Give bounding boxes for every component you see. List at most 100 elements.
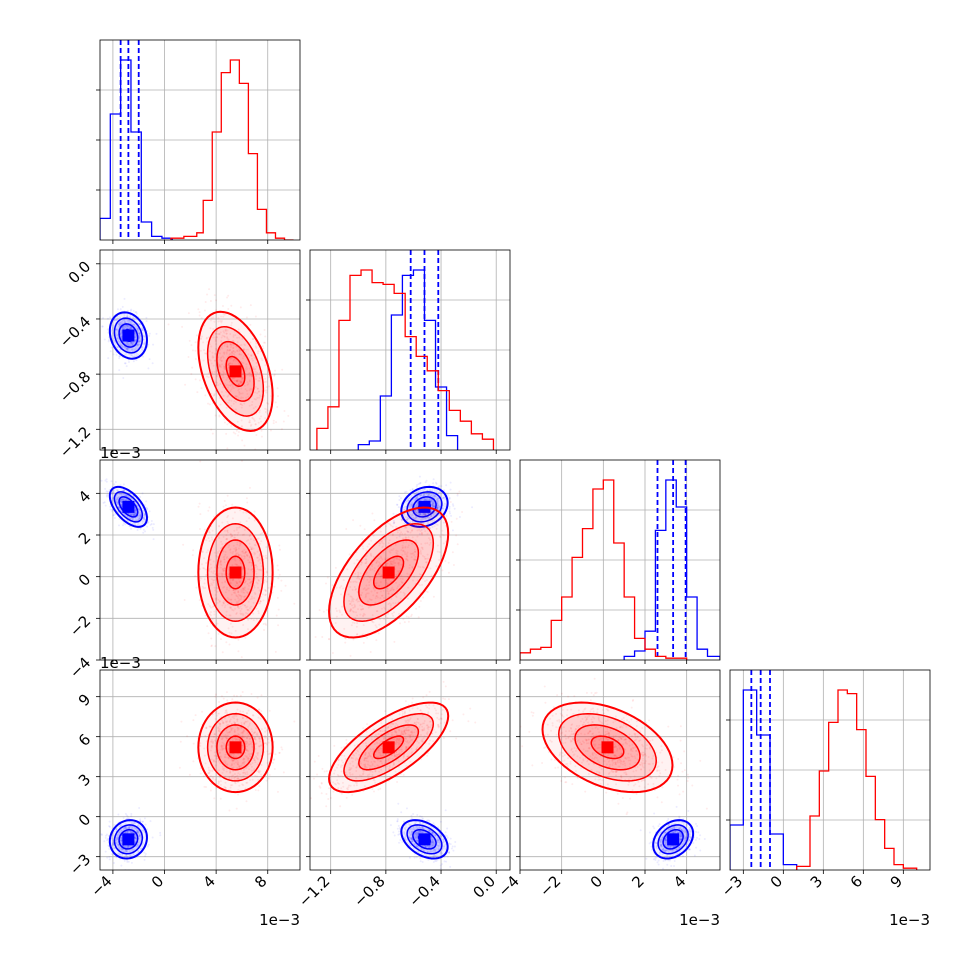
panel-2-2 bbox=[516, 459, 721, 664]
scatter-point bbox=[237, 554, 240, 557]
scatter-point bbox=[134, 841, 137, 844]
panel-2-0 bbox=[96, 459, 301, 664]
scatter-point bbox=[226, 345, 229, 348]
scatter-point bbox=[395, 557, 398, 560]
scatter-point bbox=[232, 347, 235, 350]
scatter-point bbox=[212, 572, 215, 575]
scatter-point bbox=[126, 347, 129, 350]
scatter-point bbox=[413, 559, 416, 562]
scatter-point bbox=[393, 558, 396, 561]
scatter-point bbox=[234, 563, 237, 566]
scatter-point bbox=[123, 497, 126, 500]
scatter-point bbox=[124, 321, 127, 324]
scatter-point bbox=[135, 512, 138, 515]
scatter-point bbox=[133, 347, 136, 350]
panel-frame bbox=[309, 459, 511, 661]
scatter-point bbox=[344, 637, 347, 640]
scatter-point bbox=[118, 341, 121, 344]
scatter-point bbox=[139, 496, 142, 499]
scatter-point bbox=[133, 512, 136, 515]
scatter-point bbox=[411, 566, 414, 569]
scatter-point bbox=[235, 528, 238, 531]
scatter-point bbox=[130, 341, 133, 344]
scatter-point bbox=[254, 564, 257, 567]
scatter-point bbox=[422, 494, 425, 497]
scatter-point bbox=[132, 309, 135, 312]
scatter-point bbox=[371, 512, 374, 515]
scatter-point bbox=[375, 561, 378, 564]
scatter-point bbox=[226, 596, 229, 599]
scatter-point bbox=[410, 505, 413, 508]
scatter-point bbox=[403, 513, 406, 516]
scatter-point bbox=[422, 513, 425, 516]
scatter-point bbox=[218, 333, 221, 336]
scatter-point bbox=[127, 512, 130, 515]
scatter-point bbox=[256, 392, 259, 395]
scatter-point bbox=[254, 405, 257, 408]
scatter-point bbox=[216, 556, 219, 559]
scatter-point bbox=[229, 578, 232, 581]
scatter-point bbox=[382, 545, 385, 548]
scatter-point bbox=[231, 377, 234, 380]
scatter-point bbox=[132, 323, 135, 326]
scatter-point bbox=[264, 341, 267, 344]
scatter-point bbox=[215, 336, 218, 339]
scatter-point bbox=[119, 323, 122, 326]
scatter-point bbox=[423, 527, 426, 530]
scatter-point bbox=[237, 650, 240, 653]
scatter-point bbox=[240, 381, 243, 384]
scatter-point bbox=[245, 511, 248, 514]
scatter-point bbox=[349, 602, 352, 605]
scatter-point bbox=[218, 365, 221, 368]
scatter-point bbox=[249, 304, 252, 307]
scatter-point bbox=[238, 390, 241, 393]
scatter-point bbox=[247, 559, 250, 562]
scatter-point bbox=[232, 343, 235, 346]
scatter-point bbox=[375, 626, 378, 629]
scatter-point bbox=[427, 537, 430, 540]
scatter-point bbox=[380, 540, 383, 543]
scatter-point bbox=[96, 314, 98, 316]
scatter-point bbox=[222, 374, 225, 377]
scatter-point bbox=[108, 825, 111, 828]
scatter-point bbox=[386, 588, 389, 591]
scatter-point bbox=[396, 585, 399, 588]
scatter-point bbox=[229, 581, 232, 584]
scatter-point bbox=[352, 638, 355, 641]
scatter-point bbox=[229, 384, 232, 387]
scatter-point bbox=[239, 306, 242, 309]
scatter-point bbox=[123, 297, 126, 300]
scatter-point bbox=[399, 532, 402, 535]
scatter-point bbox=[431, 526, 434, 529]
scatter-point bbox=[364, 593, 367, 596]
scatter-point bbox=[379, 590, 382, 593]
scatter-point bbox=[250, 580, 253, 583]
scatter-point bbox=[128, 525, 131, 528]
scatter-point bbox=[258, 379, 261, 382]
scatter-point bbox=[348, 599, 351, 602]
scatter-point bbox=[235, 359, 238, 362]
scatter-point bbox=[247, 526, 250, 529]
scatter-point bbox=[400, 580, 403, 583]
scatter-point bbox=[225, 641, 228, 644]
scatter-point bbox=[395, 556, 398, 559]
scatter-point bbox=[234, 556, 237, 559]
scatter-point bbox=[233, 358, 236, 361]
scatter-point bbox=[229, 598, 232, 601]
scatter-point bbox=[230, 399, 233, 402]
scatter-point bbox=[224, 504, 227, 507]
scatter-point bbox=[209, 300, 212, 303]
scatter-point bbox=[383, 596, 386, 599]
scatter-point bbox=[261, 532, 264, 535]
scatter-point bbox=[432, 500, 435, 503]
scatter-point bbox=[258, 568, 261, 571]
scatter-point bbox=[359, 604, 362, 607]
scatter-point bbox=[237, 607, 240, 610]
scatter-point bbox=[229, 343, 232, 346]
scatter-point bbox=[117, 323, 120, 326]
scatter-point bbox=[129, 517, 132, 520]
scatter-point bbox=[236, 349, 239, 352]
scatter-point bbox=[120, 503, 123, 506]
scatter-point bbox=[132, 513, 135, 516]
scatter-point bbox=[213, 610, 216, 613]
